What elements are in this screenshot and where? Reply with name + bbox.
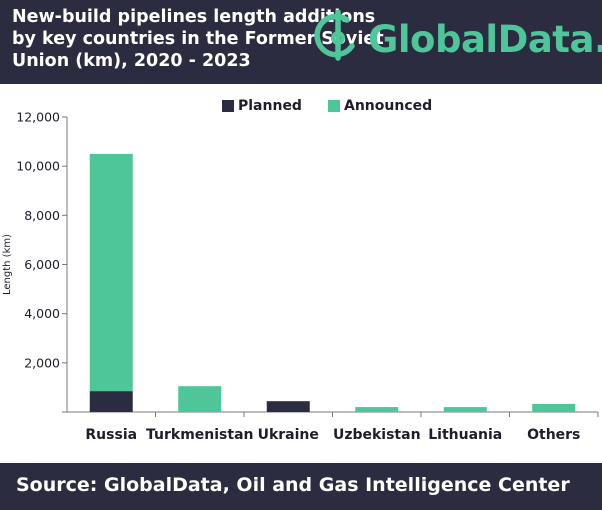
x-tick-label: Uzbekistan bbox=[333, 427, 421, 443]
x-tick-label: Russia bbox=[85, 427, 137, 443]
x-tick-label: Lithuania bbox=[428, 427, 502, 443]
legend-swatch-announced bbox=[328, 100, 340, 112]
bar-russia-planned bbox=[89, 391, 133, 412]
y-tick-label: 4,000 bbox=[24, 306, 60, 321]
globaldata-logo: GlobalData. bbox=[314, 10, 602, 66]
legend-label-announced: Announced bbox=[344, 98, 433, 114]
bar-turkmenistan-announced bbox=[178, 386, 222, 412]
legend-label-planned: Planned bbox=[238, 98, 302, 114]
x-tick-label: Others bbox=[527, 427, 580, 443]
bar-russia-announced bbox=[89, 153, 133, 392]
source-note: Source: GlobalData, Oil and Gas Intellig… bbox=[16, 474, 570, 496]
x-tick-label: Turkmenistan bbox=[146, 427, 253, 443]
globaldata-logo-icon bbox=[314, 10, 355, 61]
y-tick-label: 2,000 bbox=[24, 355, 60, 370]
chart-title-line-1: New-build pipelines length additions bbox=[12, 7, 376, 27]
y-tick-label: 12,000 bbox=[16, 110, 60, 125]
chart-title: New-build pipelines length additions by … bbox=[12, 6, 384, 72]
bar-lithuania-announced bbox=[443, 407, 487, 412]
bar-others-announced bbox=[532, 403, 576, 412]
y-tick-label: 6,000 bbox=[24, 257, 60, 272]
legend-swatch-planned bbox=[222, 100, 234, 112]
y-tick-label: 8,000 bbox=[24, 208, 60, 223]
footer-banner: Source: GlobalData, Oil and Gas Intellig… bbox=[0, 463, 602, 510]
y-tick-label: 10,000 bbox=[16, 159, 60, 174]
chart-title-line-3: Union (km), 2020 - 2023 bbox=[12, 51, 251, 71]
bar-uzbekistan-announced bbox=[355, 407, 399, 412]
logo-wordmark: GlobalData. bbox=[368, 18, 602, 61]
y-axis-title: Length (km) bbox=[2, 234, 13, 295]
chart-title-line-2: by key countries in the Former Soviet bbox=[12, 29, 384, 49]
header-banner: New-build pipelines length additions by … bbox=[0, 0, 602, 84]
x-tick-label: Ukraine bbox=[258, 427, 319, 443]
bar-chart: 2,000 4,000 6,000 8,000 10,000 12,000 Length (… bbox=[2, 110, 599, 443]
bar-ukraine-planned bbox=[266, 401, 310, 412]
